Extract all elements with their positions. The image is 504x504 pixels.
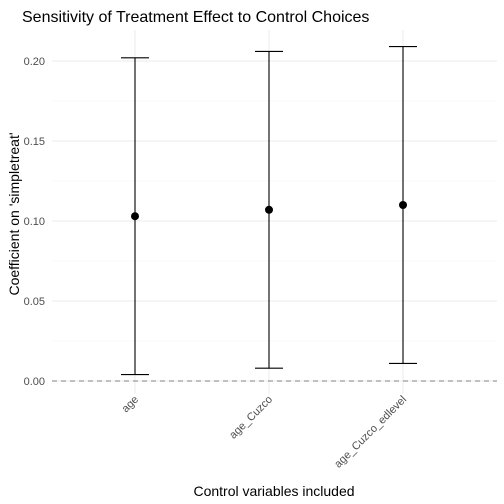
x-tick-label: age_Cuzco bbox=[227, 394, 275, 442]
grid bbox=[52, 30, 497, 394]
y-tick-label: 0.15 bbox=[24, 136, 45, 148]
y-axis-ticks: 0.00 0.05 0.10 0.15 0.20 bbox=[24, 56, 45, 388]
x-axis-ticks: age age_Cuzco age_Cuzco_edlevel bbox=[120, 394, 409, 471]
x-tick-label: age bbox=[120, 394, 141, 415]
estimate-point bbox=[265, 205, 273, 214]
y-tick-label: 0.10 bbox=[24, 216, 45, 228]
y-tick-label: 0.05 bbox=[24, 296, 45, 308]
data-marks bbox=[121, 46, 417, 376]
x-axis-title: Control variables included bbox=[193, 483, 354, 499]
estimate-point bbox=[131, 212, 139, 221]
estimate-point bbox=[399, 201, 407, 209]
y-tick-label: 0.00 bbox=[24, 376, 45, 388]
y-axis-title: Coefficient on 'simpletreat' bbox=[6, 132, 22, 295]
x-tick-label: age_Cuzco_edlevel bbox=[332, 394, 409, 471]
chart-title: Sensitivity of Treatment Effect to Contr… bbox=[22, 9, 369, 26]
y-tick-label: 0.20 bbox=[24, 56, 45, 68]
